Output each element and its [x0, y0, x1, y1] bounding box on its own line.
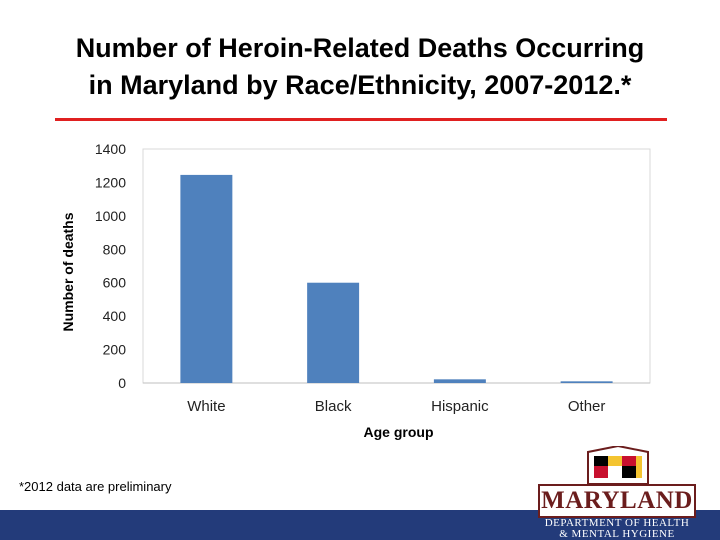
maryland-dhmh-logo: MARYLAND DEPARTMENT OF HEALTH & MENTAL H… — [532, 446, 702, 540]
x-tick-label: Black — [315, 398, 352, 415]
title-line-2: in Maryland by Race/Ethnicity, 2007-2012… — [88, 70, 632, 100]
logo-dept-line-1: DEPARTMENT OF HEALTH — [544, 517, 690, 529]
x-tick-label: Hispanic — [431, 398, 489, 415]
bar-black — [307, 282, 360, 383]
seal-icon — [587, 446, 649, 484]
y-tick-label: 200 — [103, 342, 127, 358]
bar-white — [180, 174, 233, 383]
logo-department: DEPARTMENT OF HEALTH & MENTAL HYGIENE — [538, 518, 696, 540]
logo-wordmark: MARYLAND — [541, 487, 693, 514]
title-underline — [55, 118, 667, 121]
bar-hispanic — [433, 379, 486, 383]
y-tick-label: 800 — [103, 241, 127, 257]
bar-other — [560, 381, 613, 383]
title-line-1: Number of Heroin-Related Deaths Occurrin… — [75, 33, 645, 63]
logo-banner: MARYLAND — [538, 484, 696, 518]
y-tick-label: 1400 — [95, 141, 126, 157]
logo-dept-line-2: & MENTAL HYGIENE — [559, 528, 675, 540]
y-tick-label: 1000 — [95, 208, 126, 224]
chart-title: Number of Heroin-Related Deaths Occurrin… — [0, 30, 720, 104]
footnote: *2012 data are preliminary — [19, 479, 172, 494]
y-tick-label: 600 — [103, 275, 127, 291]
y-tick-label: 400 — [103, 308, 127, 324]
y-tick-label: 1200 — [95, 174, 126, 190]
y-tick-label: 0 — [118, 375, 126, 391]
x-tick-label: Other — [568, 398, 606, 415]
y-axis-title: Number of deaths — [60, 212, 76, 331]
x-axis-title: Age group — [364, 424, 434, 440]
x-tick-label: White — [187, 398, 225, 415]
